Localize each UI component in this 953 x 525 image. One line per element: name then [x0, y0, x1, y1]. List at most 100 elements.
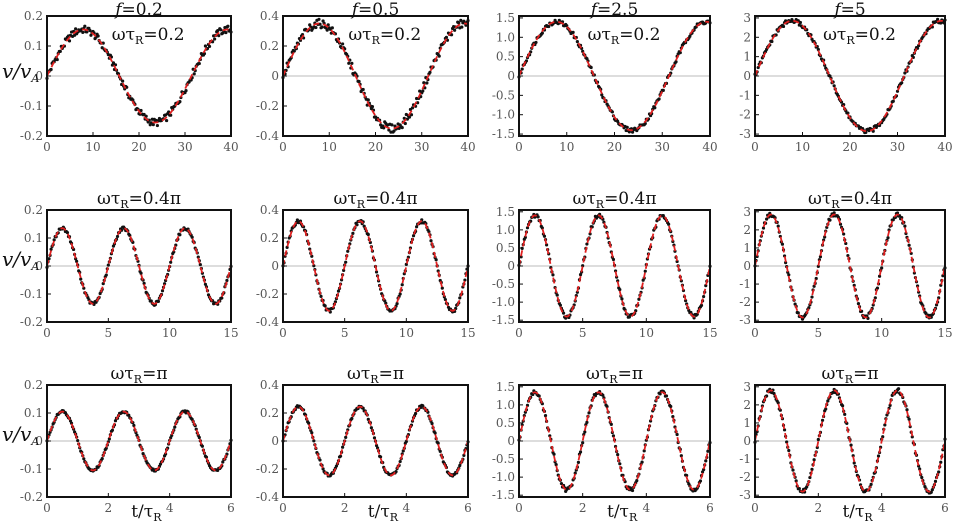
data-point	[434, 258, 438, 262]
data-point	[75, 259, 79, 263]
data-point	[437, 54, 441, 58]
y-tick-label: 0	[35, 434, 43, 448]
subplot-r1-c2: 0 5 10 15 -1.5 -1.0 -0.5 0 0.5 1.0 1.5 ωτR=0.4π	[492, 189, 718, 340]
data-point	[429, 239, 433, 243]
data-point	[341, 42, 345, 46]
y-tick-label: 0.4	[260, 9, 279, 23]
data-point	[761, 226, 766, 230]
data-point	[142, 112, 146, 117]
data-point	[453, 28, 457, 32]
subplot-r1-c1: 0 5 10 15 -0.4 -0.2 0 0.2 0.4 ωτR=0.4π	[256, 189, 476, 340]
data-point	[796, 311, 800, 315]
data-point	[307, 421, 311, 425]
x-tick-label: 0	[751, 140, 759, 154]
data-point	[880, 266, 884, 270]
data-point	[398, 459, 402, 464]
data-point	[55, 57, 59, 62]
data-point	[184, 88, 188, 93]
fit-series-line	[282, 405, 469, 477]
x-tick-label: 0	[279, 140, 287, 154]
data-point	[404, 439, 408, 444]
data-point	[664, 394, 669, 398]
x-tick-label: 40	[702, 140, 717, 154]
data-point	[907, 243, 911, 247]
data-point	[173, 425, 177, 429]
y-tick-label: -1.0	[492, 470, 515, 484]
y-tick-label: 0	[271, 434, 279, 448]
data-point	[82, 457, 86, 461]
data-point	[221, 460, 225, 464]
data-point	[669, 404, 673, 409]
data-point	[808, 475, 812, 480]
data-point	[699, 303, 704, 308]
data-point	[611, 257, 616, 262]
data-point	[576, 460, 581, 465]
data-point	[295, 218, 299, 222]
y-tick-label: 3	[743, 11, 751, 25]
y-tick-label: -3	[739, 313, 751, 327]
subplot-r2-c2: 0 2 4 6 -1.5 -1.0 -0.5 0 0.5 1.0 1.5 ωτR=π t/τR	[492, 364, 714, 524]
data-point	[896, 387, 901, 391]
y-tick-label: 0.5	[496, 50, 515, 64]
data-point	[205, 46, 210, 51]
y-tick-label: 0.1	[24, 39, 43, 53]
subplot-r0-c1: 0 10 20 30 40 -0.4 -0.2 0 0.2 0.4 f=0.5 ωτR=0.2	[256, 0, 476, 154]
y-tick-label: 0	[743, 434, 751, 448]
x-tick-label: 40	[937, 140, 952, 154]
x-tick-label: 15	[223, 326, 238, 340]
data-point	[131, 98, 135, 102]
data-point	[460, 25, 464, 29]
data-point	[74, 27, 78, 31]
data-point	[536, 215, 540, 219]
data-point	[812, 284, 816, 288]
y-tick-label: -2	[739, 295, 751, 309]
x-tick-label: 0	[751, 501, 759, 515]
omega-label: ωτR=π	[822, 364, 879, 386]
data-point	[679, 454, 683, 458]
data-point	[832, 84, 836, 88]
data-point	[842, 232, 846, 236]
y-tick-label: -0.4	[256, 315, 280, 329]
data-point	[88, 28, 92, 33]
y-tick-label: 1.5	[496, 11, 515, 25]
y-tick-label: -0.2	[256, 462, 279, 476]
data-point	[392, 129, 396, 133]
data-point	[930, 488, 934, 492]
y-tick-label: 0.2	[260, 39, 279, 53]
x-tick-label: 30	[414, 140, 429, 154]
x-tick-label: 0	[43, 140, 51, 154]
y-tick-label: 0.2	[24, 378, 43, 392]
data-point	[341, 445, 345, 449]
fit-series-line	[282, 220, 469, 312]
data-point	[939, 460, 943, 464]
data-point	[398, 292, 402, 296]
data-point	[933, 479, 938, 484]
fit-series-line	[46, 410, 232, 472]
y-tick-label: 0.5	[496, 416, 515, 430]
data-point	[589, 65, 593, 70]
fit-series-line	[754, 19, 946, 133]
y-tick-label: 1	[743, 241, 751, 255]
subplot-r0-c2: 0 10 20 30 40 -1.5 -1.0 -0.5 0 0.5 1.0 1.5 f=2.5 ωτR=…	[492, 0, 718, 154]
y-tick-label: 1.5	[496, 380, 515, 394]
data-point	[869, 482, 873, 486]
data-point	[430, 421, 434, 426]
data-point	[540, 31, 544, 35]
data-point	[400, 283, 404, 287]
y-tick-label: -0.5	[492, 88, 515, 102]
data-point	[224, 30, 228, 35]
data-point	[877, 274, 882, 278]
data-point	[178, 233, 182, 237]
data-point	[534, 40, 538, 45]
f-label: f=0.5	[350, 0, 400, 20]
data-point	[585, 242, 589, 246]
data-point	[849, 443, 853, 447]
y-tick-label: -0.4	[256, 129, 280, 143]
x-tick-label: 0	[515, 326, 523, 340]
data-point	[616, 452, 620, 457]
data-point	[317, 17, 321, 21]
data-point	[653, 106, 657, 110]
y-tick-label: 0.2	[260, 231, 279, 245]
data-point	[895, 211, 900, 215]
y-tick-label: 3	[743, 205, 751, 219]
